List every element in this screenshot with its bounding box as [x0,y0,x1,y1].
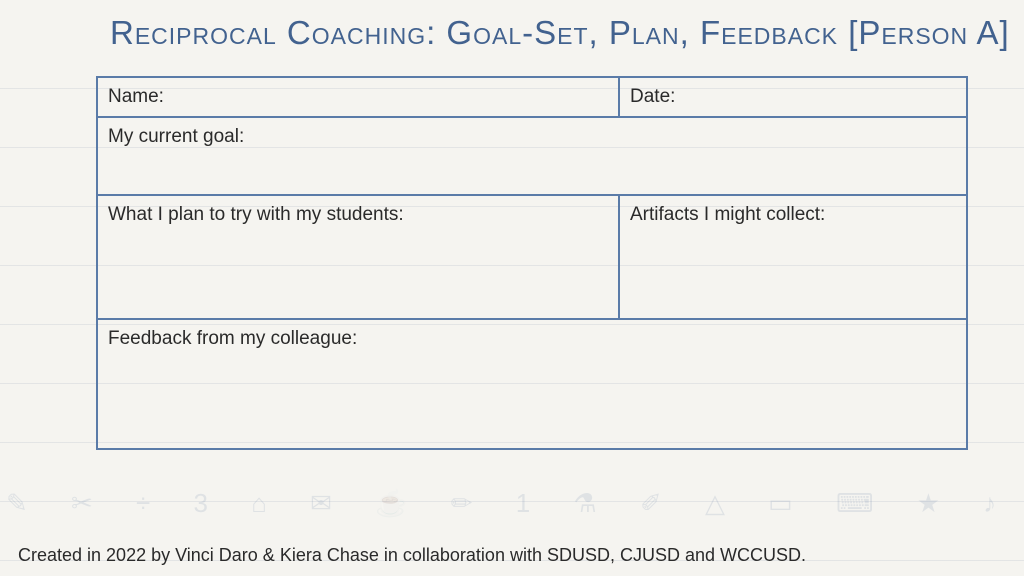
cell-date[interactable]: Date: [619,77,967,117]
cell-feedback[interactable]: Feedback from my colleague: [97,319,967,449]
page-title-text: Reciprocal Coaching: Goal-Set, Plan, Fee… [110,14,1010,51]
name-label: Name: [108,86,164,107]
cell-plan[interactable]: What I plan to try with my students: [97,195,619,319]
coaching-form-table: Name: Date: My current goal: What I plan… [96,76,968,450]
plan-label: What I plan to try with my students: [108,204,404,225]
footer-credit: Created in 2022 by Vinci Daro & Kiera Ch… [18,545,806,566]
cell-name[interactable]: Name: [97,77,619,117]
artifacts-label: Artifacts I might collect: [630,204,825,225]
doodle-strip: ✎ ✂ ÷ 3 ⌂ ✉ ☕ ✏ 1 ⚗ ✐ △ ▭ ⌨ ★ ♪ ⌀ ✎ ⚙ ▤ … [0,488,1024,548]
date-label: Date: [630,86,675,107]
page-title: Reciprocal Coaching: Goal-Set, Plan, Fee… [110,14,1010,52]
feedback-label: Feedback from my colleague: [108,328,357,349]
cell-goal[interactable]: My current goal: [97,117,967,195]
cell-artifacts[interactable]: Artifacts I might collect: [619,195,967,319]
goal-label: My current goal: [108,126,244,147]
